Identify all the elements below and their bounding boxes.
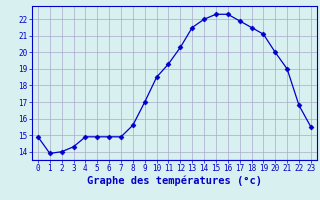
X-axis label: Graphe des températures (°c): Graphe des températures (°c)	[87, 176, 262, 186]
